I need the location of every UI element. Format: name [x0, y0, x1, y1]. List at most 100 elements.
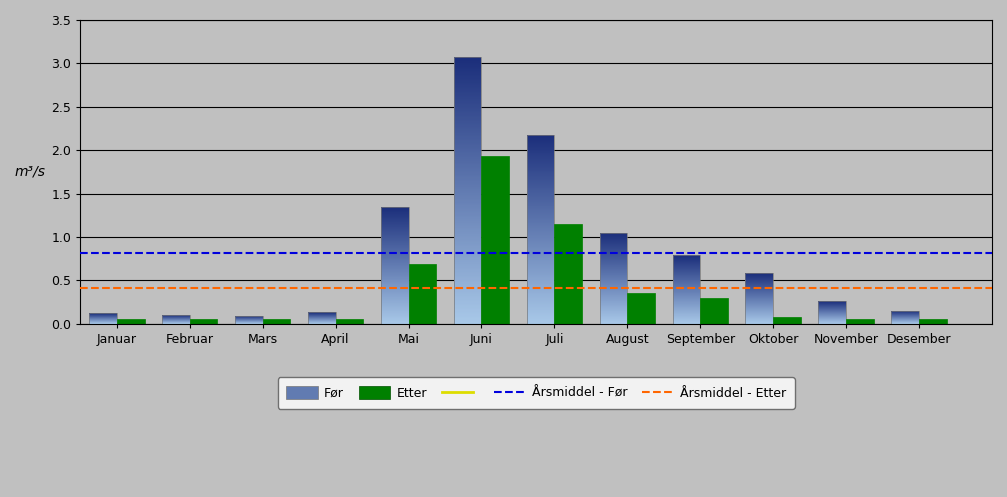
Bar [454, 284, 481, 285]
Bar [527, 226, 555, 227]
Bar [454, 245, 481, 247]
Bar [381, 321, 409, 322]
Bar [381, 254, 409, 255]
Bar [454, 285, 481, 286]
Bar [527, 280, 555, 281]
Bar [381, 299, 409, 300]
Bar [454, 298, 481, 300]
Bar [454, 266, 481, 268]
Bar [527, 277, 555, 278]
Bar [454, 152, 481, 153]
Bar [527, 225, 555, 226]
Bar [189, 320, 218, 324]
Bar [527, 201, 555, 202]
Bar [454, 180, 481, 181]
Bar [381, 322, 409, 323]
Bar [527, 168, 555, 169]
Bar [454, 82, 481, 83]
Bar [527, 196, 555, 197]
Bar [454, 220, 481, 221]
Bar [527, 271, 555, 272]
Bar [381, 211, 409, 212]
Bar [454, 133, 481, 135]
Bar [527, 238, 555, 239]
Bar [454, 236, 481, 237]
Bar [454, 63, 481, 64]
Bar [527, 172, 555, 173]
Bar [454, 317, 481, 319]
Bar [527, 135, 555, 324]
Bar [381, 270, 409, 271]
Bar [454, 151, 481, 152]
Bar [527, 152, 555, 153]
Bar [454, 132, 481, 133]
Bar [454, 224, 481, 225]
Bar [527, 139, 555, 140]
Bar [527, 259, 555, 260]
Bar [381, 269, 409, 270]
Bar [527, 183, 555, 184]
Bar [454, 73, 481, 75]
Bar [527, 308, 555, 309]
Bar [454, 61, 481, 63]
Bar [527, 140, 555, 141]
Bar [454, 157, 481, 159]
Bar [527, 189, 555, 190]
Bar [527, 212, 555, 213]
Bar [454, 124, 481, 125]
Bar [454, 83, 481, 84]
Bar [381, 219, 409, 220]
Bar [527, 294, 555, 295]
Bar [454, 186, 481, 188]
Bar [454, 262, 481, 264]
Bar [527, 217, 555, 218]
Bar [527, 258, 555, 259]
Bar [381, 259, 409, 260]
Bar [454, 79, 481, 80]
Bar [381, 240, 409, 241]
Bar [527, 303, 555, 304]
Bar [700, 298, 728, 324]
Bar [381, 283, 409, 284]
Bar [454, 247, 481, 248]
Bar [454, 163, 481, 164]
Bar [527, 287, 555, 288]
Bar [381, 308, 409, 309]
Bar [454, 231, 481, 232]
Bar [454, 71, 481, 72]
Bar [454, 286, 481, 288]
Bar [454, 115, 481, 116]
Bar [381, 300, 409, 301]
Bar [454, 108, 481, 109]
Bar [527, 187, 555, 188]
Bar [527, 318, 555, 319]
Bar [527, 236, 555, 237]
Bar [527, 322, 555, 323]
Bar [454, 227, 481, 228]
Bar [454, 135, 481, 136]
Bar [454, 320, 481, 321]
Bar [454, 256, 481, 257]
Bar [454, 243, 481, 244]
Bar [454, 149, 481, 151]
Bar [454, 319, 481, 320]
Bar [527, 190, 555, 191]
Bar [381, 275, 409, 276]
Bar [454, 235, 481, 236]
Bar [454, 84, 481, 85]
Bar [381, 222, 409, 223]
Bar [335, 320, 364, 324]
Bar [381, 208, 409, 209]
Bar [527, 211, 555, 212]
Bar [454, 98, 481, 100]
Bar [381, 264, 409, 265]
Bar [527, 188, 555, 189]
Bar [381, 238, 409, 239]
Bar [527, 220, 555, 221]
Bar [381, 272, 409, 273]
Bar [409, 264, 436, 324]
Bar [527, 159, 555, 160]
Bar [527, 313, 555, 314]
Bar [381, 224, 409, 225]
Bar [527, 135, 555, 136]
